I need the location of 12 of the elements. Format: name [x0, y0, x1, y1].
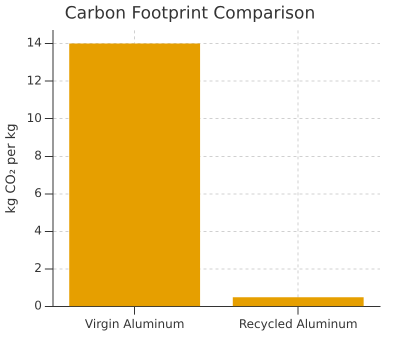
- y-tick-label: 10: [26, 110, 42, 125]
- y-tick-label: 2: [34, 261, 42, 276]
- x-tick-label: Virgin Aluminum: [84, 316, 184, 331]
- y-tick-label: 8: [34, 148, 42, 162]
- x-tick-label: Recycled Aluminum: [238, 316, 358, 331]
- y-axis-title: kg CO₂ per kg: [4, 123, 20, 214]
- y-tick-label: 6: [34, 186, 42, 200]
- chart-title: Carbon Footprint Comparison: [64, 4, 316, 24]
- y-tick-label: 14: [26, 36, 42, 50]
- y-tick-label: 0: [34, 298, 42, 313]
- y-tick-label: 12: [26, 73, 42, 88]
- y-tick-label: 4: [34, 224, 42, 238]
